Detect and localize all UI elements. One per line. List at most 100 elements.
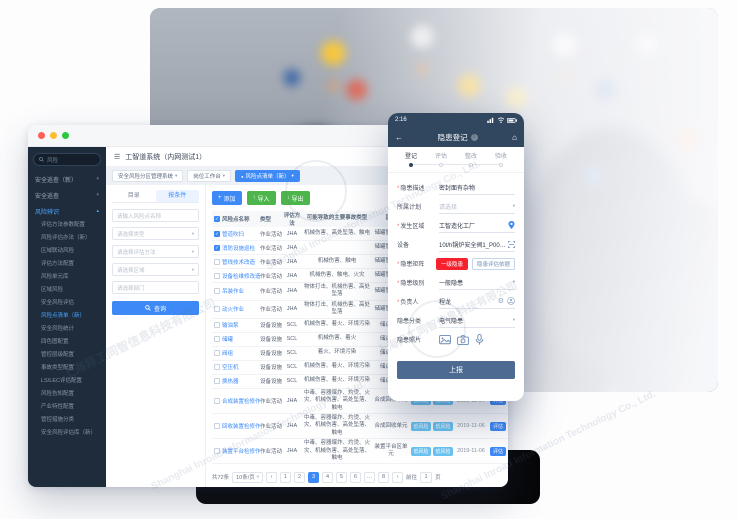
row-checkbox[interactable]: ✓ <box>214 322 220 329</box>
page-button[interactable]: 3 <box>308 471 320 483</box>
sidebar-search-input[interactable]: 风险 <box>33 153 101 166</box>
query-button[interactable]: 查询 <box>112 301 199 315</box>
sidebar-item[interactable]: 风险告知配置 <box>41 391 75 397</box>
risk-point-link[interactable]: 回收装置检修作业 <box>222 424 260 431</box>
risk-point-link[interactable]: 管线技术改造 <box>222 259 256 266</box>
risk-point-link[interactable]: 消防设施巡检 <box>222 245 256 252</box>
scan-icon[interactable] <box>508 240 515 248</box>
sidebar-item[interactable]: 产业特性配置 <box>41 404 75 410</box>
page-size-select[interactable]: 10条/页 ▾ <box>232 471 264 483</box>
row-checkbox[interactable]: ✓ <box>214 244 220 251</box>
camera-icon[interactable] <box>457 334 469 345</box>
export-button[interactable]: ↓ 导出 <box>280 191 310 205</box>
hazard-desc-input[interactable]: 密封面有杂物 <box>439 180 515 195</box>
sidebar-item[interactable]: 安全风险评估库（新） <box>41 430 97 436</box>
sidebar-item[interactable]: 风险评估办法（新） <box>41 235 91 241</box>
prev-page-button[interactable]: ‹ <box>266 471 278 483</box>
risk-point-name-input[interactable]: 请输入风险点名称 <box>112 209 199 222</box>
risk-point-link[interactable]: 管道吹扫 <box>222 231 245 238</box>
select-all-checkbox[interactable]: ✓ <box>214 216 220 222</box>
risk-point-link[interactable]: 合成装置检修作业 <box>222 398 260 405</box>
contact-icon[interactable] <box>507 297 515 305</box>
minimize-traffic-light[interactable] <box>50 132 57 139</box>
page-jump-input[interactable]: 1 <box>420 471 433 483</box>
gear-icon[interactable]: ⚙ <box>497 298 504 305</box>
page-button[interactable]: 6 <box>350 471 362 483</box>
step-accept[interactable]: 验收 <box>486 151 516 172</box>
row-checkbox[interactable]: ✓ <box>214 306 220 313</box>
sidebar-item[interactable]: 安全风险评估 <box>41 300 75 306</box>
row-checkbox[interactable]: ✓ <box>214 230 220 237</box>
row-checkbox[interactable]: ✓ <box>214 336 220 343</box>
page-button[interactable]: 2 <box>294 471 306 483</box>
hazard-level-chip[interactable]: 一级隐患 <box>435 257 468 270</box>
hamburger-menu-icon[interactable]: ☰ <box>114 153 121 161</box>
filter-tab-directory[interactable]: 目录 <box>127 193 140 199</box>
risk-point-link[interactable]: 动火作业 <box>222 307 245 314</box>
assessment-basis-button[interactable]: 隐患评估依据 <box>471 257 515 270</box>
sidebar-item[interactable]: 安全风险统计 <box>41 326 75 332</box>
sidebar-group-risk-identification[interactable]: 风险辨识 ▴ <box>35 208 99 216</box>
filter-tab-by-condition[interactable]: 按条件 <box>155 190 199 202</box>
sidebar-item[interactable]: 管控层级配置 <box>41 352 75 358</box>
home-icon[interactable]: ⌂ <box>512 132 517 142</box>
type-select[interactable]: 请选择类型 ▾ <box>112 227 199 240</box>
row-checkbox[interactable]: ✓ <box>214 378 220 385</box>
step-rectify[interactable]: 整改 <box>456 151 486 172</box>
row-checkbox[interactable]: ✓ <box>214 258 220 265</box>
page-button[interactable]: 8 <box>378 471 390 483</box>
import-button[interactable]: ↑ 导入 <box>246 191 276 205</box>
next-page-button[interactable]: › <box>392 471 404 483</box>
row-checkbox[interactable]: ✓ <box>214 423 220 430</box>
submit-button[interactable]: 上报 <box>397 361 515 379</box>
area-picker[interactable]: 工智造化工厂 <box>439 218 515 233</box>
row-checkbox[interactable]: ✓ <box>214 448 220 455</box>
plan-select[interactable]: 请选择 ▾ <box>439 199 515 214</box>
method-select[interactable]: 请选择评估方法 ▾ <box>112 245 199 258</box>
department-input[interactable]: 请选择部门 <box>112 281 199 294</box>
sidebar-item[interactable]: LS/LEC评估配置 <box>41 378 82 384</box>
row-checkbox[interactable]: ✓ <box>214 364 220 371</box>
add-button[interactable]: + 添加 <box>212 191 242 205</box>
step-assess[interactable]: 评估 <box>426 151 456 172</box>
tab-risk-zone-system[interactable]: 安全风险分区管理系统 ▾ <box>112 170 184 182</box>
risk-point-link[interactable]: 储罐 <box>222 337 234 344</box>
sidebar-item[interactable]: 风险点清单（新） <box>41 313 86 319</box>
sidebar-item[interactable]: 区域联动风险 <box>41 248 75 254</box>
row-checkbox[interactable]: ✓ <box>214 272 220 279</box>
step-register[interactable]: 登记 <box>396 151 426 172</box>
risk-point-link[interactable]: 换热器 <box>222 379 239 386</box>
risk-point-link[interactable]: 设备检维修改造 <box>222 273 260 280</box>
assess-button[interactable]: 评估 <box>489 421 506 431</box>
add-image-icon[interactable] <box>439 334 451 345</box>
sidebar-item[interactable]: 四色图配置 <box>41 339 69 345</box>
row-checkbox[interactable]: ✓ <box>214 350 220 357</box>
assess-button[interactable]: 评估 <box>489 446 506 456</box>
sidebar-item[interactable]: 管控措施分类 <box>41 417 75 423</box>
area-select[interactable]: 请选择区域 ▾ <box>112 263 199 276</box>
level-select[interactable]: 一般隐患 ▾ <box>439 275 515 290</box>
page-button[interactable]: 1 <box>280 471 292 483</box>
page-button[interactable]: 5 <box>336 471 348 483</box>
sidebar-group-inspection[interactable]: 安全巡查 ▾ <box>35 192 99 200</box>
owner-picker[interactable]: 程龙 ⚙ <box>439 294 515 309</box>
zoom-traffic-light[interactable] <box>62 132 69 139</box>
row-checkbox[interactable]: ✓ <box>214 397 220 404</box>
location-pin-icon[interactable] <box>508 221 515 229</box>
row-checkbox[interactable]: ✓ <box>214 288 220 295</box>
microphone-icon[interactable] <box>475 334 484 345</box>
risk-point-link[interactable]: 装置平台检修作业 <box>222 449 260 456</box>
sidebar-item[interactable]: 事故类型配置 <box>41 365 75 371</box>
sidebar-item[interactable]: 评估方法参数配置 <box>41 222 86 228</box>
sidebar-group-inspection-new[interactable]: 安全巡查（新） ▾ <box>35 176 99 184</box>
category-select[interactable]: 电气隐患 ▾ <box>439 313 515 328</box>
risk-point-link[interactable]: 空压机 <box>222 365 239 372</box>
page-button[interactable]: 4 <box>322 471 334 483</box>
risk-point-link[interactable]: 输油泵 <box>222 323 239 330</box>
sidebar-item[interactable]: 评估方法配置 <box>41 261 75 267</box>
sidebar-item[interactable]: 风险单元库 <box>41 274 69 280</box>
back-arrow-icon[interactable]: ← <box>395 132 403 142</box>
device-picker[interactable]: 10t/h锅炉安全阀1_P0001 <box>439 237 515 252</box>
risk-point-link[interactable]: 阀组 <box>222 351 234 358</box>
sidebar-item[interactable]: 区域风险 <box>41 287 64 293</box>
